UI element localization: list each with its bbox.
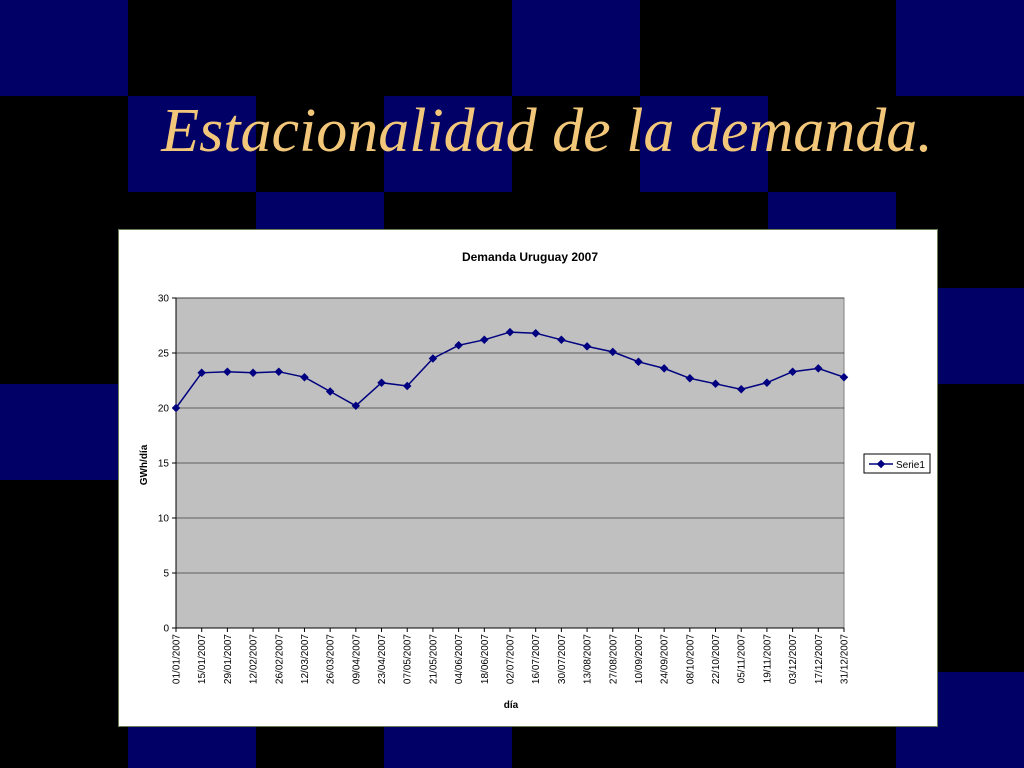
data-point (223, 367, 232, 376)
x-tick-label: 08/10/2007 (685, 634, 696, 684)
y-tick-label: 20 (158, 404, 170, 415)
x-tick-label: 29/01/2007 (223, 634, 234, 684)
data-point (377, 378, 386, 387)
x-tick-label: 02/07/2007 (506, 634, 517, 684)
data-point (557, 335, 566, 345)
data-point (428, 354, 438, 363)
x-tick-label: 21/05/2007 (428, 634, 439, 684)
x-tick-label: 22/10/2007 (711, 634, 722, 684)
y-axis-title: GWh/día (139, 444, 150, 485)
data-point (171, 403, 181, 413)
y-tick-label: 30 (158, 294, 170, 305)
x-tick-label: 07/05/2007 (403, 634, 414, 684)
x-tick-label: 26/03/2007 (326, 634, 337, 684)
background-tile (896, 0, 1024, 96)
x-tick-label: 27/08/2007 (608, 634, 619, 684)
data-point (351, 401, 361, 411)
y-tick-label: 10 (158, 514, 170, 525)
x-tick-label: 23/04/2007 (377, 634, 388, 684)
x-tick-label: 05/11/2007 (737, 634, 748, 684)
x-tick-label: 09/04/2007 (351, 634, 362, 684)
y-tick-label: 0 (163, 624, 169, 635)
y-tick-label: 15 (158, 459, 170, 470)
y-tick-label: 5 (163, 569, 169, 580)
background-tile (640, 96, 768, 192)
data-point (300, 372, 309, 382)
x-tick-label: 15/01/2007 (197, 634, 208, 684)
x-tick-label: 16/07/2007 (531, 634, 542, 684)
data-point (582, 342, 592, 351)
x-tick-label: 12/02/2007 (249, 634, 260, 684)
chart-canvas: Demanda Uruguay 2007 0 5 10 15 20 25 30 01/01/2… (139, 250, 931, 711)
x-tick-label: 18/06/2007 (480, 634, 491, 684)
x-tick-label: 19/11/2007 (762, 634, 773, 684)
x-tick-label: 03/12/2007 (788, 634, 799, 684)
legend-label: Serie1 (896, 460, 925, 471)
x-tick-label: 01/01/2007 (172, 634, 183, 684)
background-tile (384, 96, 512, 192)
data-point (197, 368, 206, 378)
data-point (325, 387, 335, 396)
background-tile (0, 384, 128, 480)
y-tick-label: 25 (158, 349, 170, 360)
data-point (454, 341, 463, 350)
data-point (248, 368, 258, 378)
background-tile (0, 0, 128, 96)
legend-marker (876, 459, 886, 469)
data-point (274, 367, 284, 376)
background-tile (128, 96, 256, 192)
x-tick-label: 10/09/2007 (634, 634, 645, 684)
slide-title: Estacionalidad de la demanda. (161, 97, 933, 165)
data-point (480, 335, 489, 345)
background-tile (512, 0, 640, 96)
legend: Serie1 (863, 453, 931, 474)
x-tick-label: 26/02/2007 (274, 634, 285, 684)
x-tick-label: 13/08/2007 (583, 634, 594, 684)
chart-title: Demanda Uruguay 2007 (462, 250, 598, 264)
x-tick-label: 04/06/2007 (454, 634, 465, 684)
data-point (659, 364, 669, 373)
x-tick-label: 30/07/2007 (557, 634, 568, 684)
data-point (814, 364, 823, 373)
x-tick-label: 24/09/2007 (660, 634, 671, 684)
chart-panel: Demanda Uruguay 2007 0 5 10 15 20 25 30 01/01/2… (118, 229, 938, 727)
legend-box (863, 453, 931, 474)
x-tick-label: 12/03/2007 (300, 634, 311, 684)
plot-area: 0 5 10 15 20 25 30 01/01/2007 15/01/2007 29/01/20… (158, 294, 851, 685)
data-point (402, 381, 412, 391)
x-tick-label: 31/12/2007 (840, 634, 851, 684)
x-tick-label: 17/12/2007 (814, 634, 825, 684)
x-axis-title: día (504, 700, 519, 711)
